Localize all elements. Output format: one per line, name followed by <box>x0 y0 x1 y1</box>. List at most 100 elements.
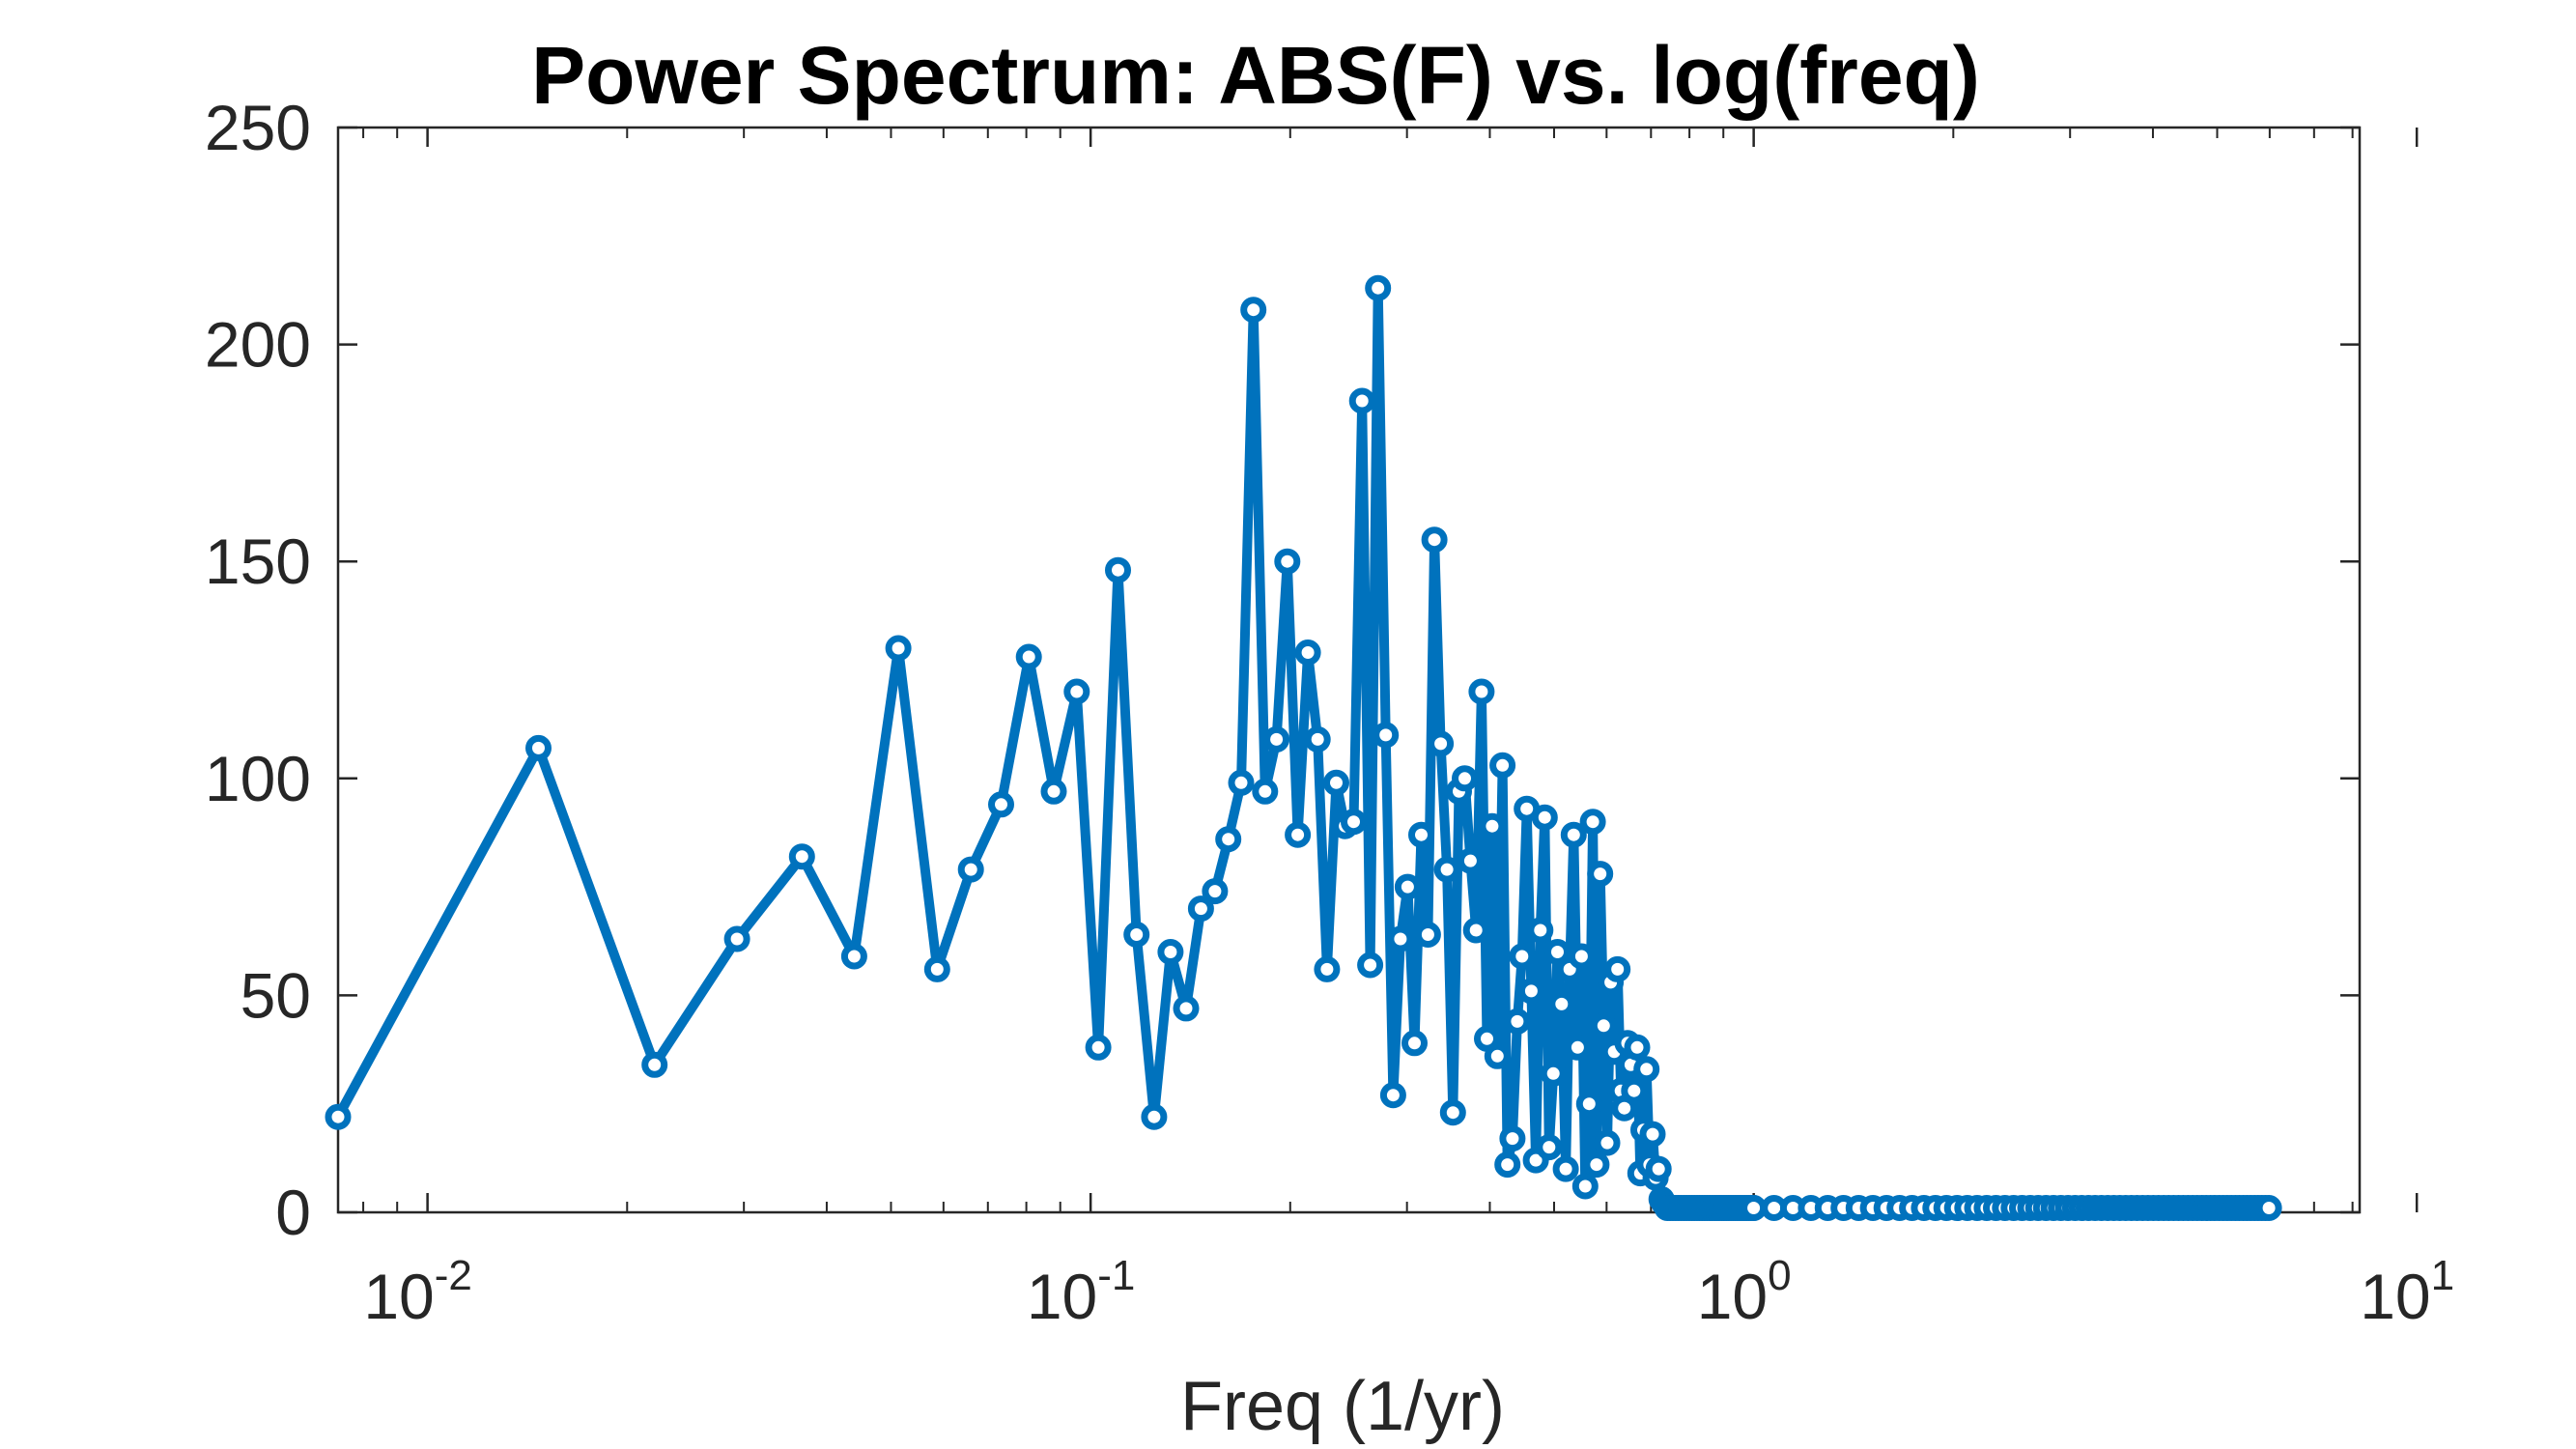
data-point <box>1187 895 1214 923</box>
data-point <box>723 925 750 952</box>
data-point <box>1544 939 1571 965</box>
data-point <box>1414 922 1441 948</box>
data-point <box>1085 1034 1112 1061</box>
plot-area <box>325 274 2282 1221</box>
data-point <box>1604 955 1631 982</box>
data-point <box>1583 1151 1610 1179</box>
y-tick-label: 200 <box>205 309 311 381</box>
data-point <box>1633 1056 1660 1083</box>
x-axis-label: Freq (1/yr) <box>1180 1368 1505 1445</box>
data-point <box>1504 1008 1531 1035</box>
data-point <box>1215 826 1242 853</box>
data-point <box>1594 1129 1621 1156</box>
y-tick-label: 250 <box>205 92 311 163</box>
data-point <box>1439 1099 1466 1126</box>
data-point <box>840 943 867 970</box>
data-point <box>885 635 912 662</box>
data-point <box>1304 725 1331 753</box>
data-point <box>1040 778 1067 805</box>
data-point <box>1468 678 1495 705</box>
data-point <box>1357 952 1384 979</box>
data-point <box>1527 917 1554 944</box>
data-point <box>1379 1082 1406 1109</box>
data-point <box>988 791 1014 818</box>
data-point <box>1341 809 1367 836</box>
data-point <box>1202 878 1229 905</box>
data-point <box>1240 297 1267 324</box>
data-point <box>1590 1012 1617 1039</box>
chart-title: Power Spectrum: ABS(F) vs. log(freq) <box>531 30 1980 121</box>
data-point <box>1387 925 1414 952</box>
data-point <box>1063 678 1090 705</box>
x-tick-label: 100 <box>1697 1252 1792 1332</box>
data-point <box>1462 917 1489 944</box>
data-point <box>1579 809 1606 836</box>
axes-box <box>336 126 2362 1214</box>
data-point <box>641 1051 668 1078</box>
data-point <box>1173 995 1200 1022</box>
data-point <box>1645 1155 1672 1182</box>
data-point <box>1457 847 1484 874</box>
data-point <box>1428 730 1455 757</box>
data-point <box>1479 812 1506 839</box>
data-point <box>1484 1042 1511 1069</box>
data-point <box>1365 274 1392 301</box>
data-point <box>1228 769 1255 796</box>
tick-labels: 0 50 100 150 200 250 10-2 10-1 100 101 <box>205 92 2454 1332</box>
data-point <box>1587 861 1614 888</box>
data-point <box>1494 1151 1521 1179</box>
data-point <box>957 856 984 883</box>
y-tick-label: 100 <box>205 743 311 814</box>
axes-frame <box>336 126 2362 1214</box>
data-point <box>1123 922 1150 948</box>
data-point <box>1394 873 1421 900</box>
data-point <box>1624 1034 1651 1061</box>
data-point <box>1499 1125 1526 1152</box>
data-point <box>1141 1103 1168 1130</box>
data-point <box>1639 1121 1666 1148</box>
data-point <box>1408 821 1434 848</box>
data-point <box>1540 1060 1567 1087</box>
x-tick-label: 10-2 <box>363 1252 472 1332</box>
data-point <box>1157 939 1184 965</box>
data-point <box>1571 1173 1599 1200</box>
data-point <box>1373 722 1400 749</box>
data-point <box>1575 1091 1602 1118</box>
y-tick-label: 0 <box>275 1177 311 1248</box>
data-point <box>1252 778 1279 805</box>
data-point <box>1509 943 1536 970</box>
y-tick-label: 50 <box>241 959 311 1031</box>
data-point <box>1294 639 1321 666</box>
data-point <box>1015 643 1042 670</box>
data-point <box>525 734 552 761</box>
data-point <box>325 1103 352 1130</box>
data-point <box>1741 1195 1768 1221</box>
data-point <box>923 955 950 982</box>
data-point <box>1285 821 1312 848</box>
data-point <box>1536 1134 1563 1161</box>
y-tick-label: 150 <box>205 526 311 597</box>
data-point <box>2255 1195 2282 1221</box>
data-point <box>1517 978 1544 1005</box>
data-point <box>1401 1030 1428 1057</box>
data-point <box>1531 804 1558 831</box>
data-point <box>1568 943 1595 970</box>
data-point <box>1564 1034 1591 1061</box>
data-point <box>1560 821 1587 848</box>
data-point <box>1263 725 1290 753</box>
data-point <box>1452 765 1478 792</box>
data-point <box>1348 387 1375 414</box>
data-point <box>788 843 815 870</box>
data-point <box>1489 752 1516 779</box>
data-point <box>1323 769 1349 796</box>
data-point <box>1548 990 1575 1017</box>
x-tick-label: 10-1 <box>1027 1252 1136 1332</box>
data-point <box>1274 548 1301 575</box>
data-point <box>1621 1077 1648 1104</box>
data-point <box>1314 955 1341 982</box>
data-point <box>1433 856 1460 883</box>
data-point <box>1552 1155 1579 1182</box>
x-tick-label: 101 <box>2360 1252 2454 1332</box>
data-point <box>1105 556 1131 583</box>
